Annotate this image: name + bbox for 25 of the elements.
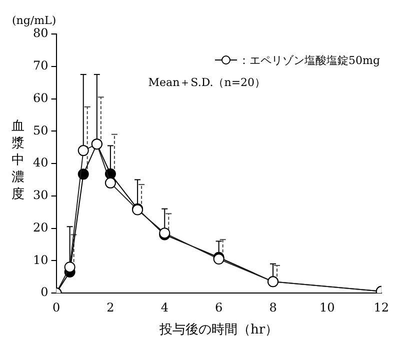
point bbox=[78, 145, 89, 156]
x-tick-label: 4 bbox=[160, 300, 169, 314]
point bbox=[64, 262, 76, 273]
y-axis-title: 血漿中濃度 bbox=[11, 118, 25, 203]
y-tick-label: 0 bbox=[40, 285, 48, 300]
y-tick-label: 10 bbox=[32, 252, 48, 267]
x-axis-title: 投与後の時間（hr） bbox=[158, 322, 278, 338]
point bbox=[78, 168, 89, 180]
x-tick-label: 10 bbox=[320, 300, 335, 314]
x-tick-label: 12 bbox=[374, 300, 390, 314]
x-tick-label: 6 bbox=[214, 300, 223, 314]
legend-label: ：エペリゾン塩酸塩錠50mg bbox=[238, 52, 380, 68]
annotation: Mean＋S.D.（n=20） bbox=[148, 76, 266, 89]
x-tick-label: 2 bbox=[106, 300, 114, 314]
y-tick-label: 40 bbox=[32, 156, 48, 170]
x-tick-label: 8 bbox=[269, 300, 277, 314]
y-tick-label: 30 bbox=[32, 188, 48, 202]
text: (ng/mL) bbox=[12, 14, 56, 27]
y-tick-label: 80 bbox=[32, 26, 48, 40]
x-tick-label: 0 bbox=[52, 300, 60, 314]
y-tick-label: 20 bbox=[32, 220, 48, 234]
y-tick-label: 70 bbox=[32, 58, 48, 72]
point bbox=[104, 177, 116, 188]
y-tick-label: 50 bbox=[32, 123, 48, 138]
y-tick-label: 60 bbox=[32, 90, 48, 105]
